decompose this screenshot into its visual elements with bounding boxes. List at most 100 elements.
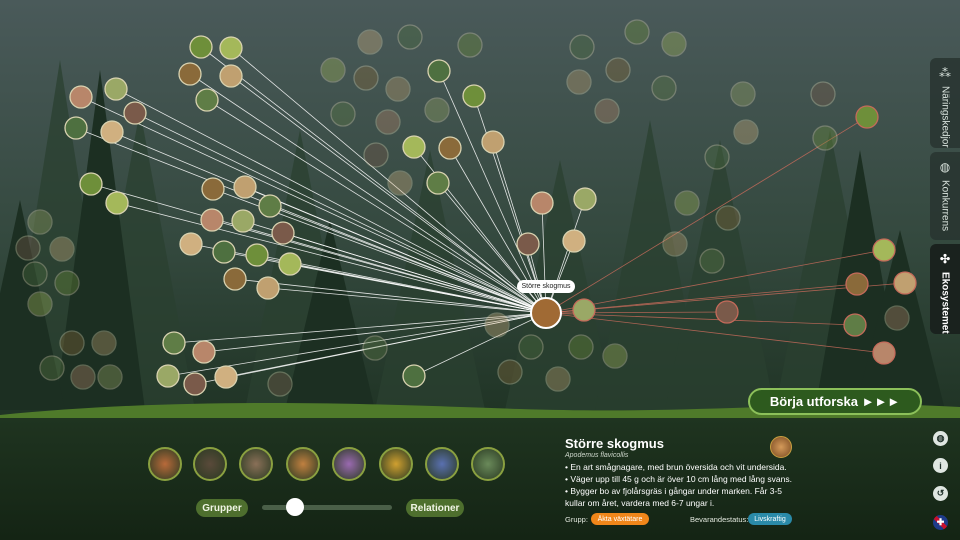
species-node[interactable]: [884, 305, 910, 331]
species-node[interactable]: [256, 276, 280, 300]
species-node[interactable]: [516, 232, 540, 256]
species-node[interactable]: [481, 130, 505, 154]
species-node[interactable]: [357, 29, 383, 55]
species-node[interactable]: [733, 119, 759, 145]
species-node[interactable]: [320, 57, 346, 83]
species-node[interactable]: [233, 175, 257, 199]
species-node[interactable]: [69, 85, 93, 109]
reset-icon[interactable]: ↺: [933, 486, 948, 501]
species-node[interactable]: [363, 142, 389, 168]
selected-species-node[interactable]: [530, 297, 562, 329]
species-node[interactable]: [183, 372, 207, 396]
species-node[interactable]: [730, 81, 756, 107]
species-node[interactable]: [27, 291, 53, 317]
species-node[interactable]: [397, 24, 423, 50]
species-node[interactable]: [662, 231, 688, 257]
species-node[interactable]: [605, 57, 631, 83]
species-node[interactable]: [178, 62, 202, 86]
species-node[interactable]: [674, 190, 700, 216]
moss-thumb[interactable]: [471, 447, 505, 481]
species-node[interactable]: [22, 261, 48, 287]
species-node[interactable]: [568, 334, 594, 360]
species-node[interactable]: [105, 191, 129, 215]
info-icon[interactable]: i: [933, 458, 948, 473]
relations-button[interactable]: Relationer: [406, 499, 464, 517]
globe-icon[interactable]: ◍: [933, 431, 948, 446]
species-node[interactable]: [70, 364, 96, 390]
species-node[interactable]: [267, 371, 293, 397]
species-node[interactable]: [704, 144, 730, 170]
species-node[interactable]: [484, 312, 510, 338]
species-node[interactable]: [258, 194, 282, 218]
species-node[interactable]: [214, 365, 238, 389]
species-node[interactable]: [375, 109, 401, 135]
tab-ekosystemet[interactable]: ✣ Ekosystemet: [930, 244, 960, 334]
species-node[interactable]: [200, 208, 224, 232]
species-node[interactable]: [212, 240, 236, 264]
species-node[interactable]: [278, 252, 302, 276]
fox-thumb[interactable]: [148, 447, 182, 481]
species-node[interactable]: [402, 364, 426, 388]
blackbird-thumb[interactable]: [193, 447, 227, 481]
species-node[interactable]: [699, 248, 725, 274]
species-node[interactable]: [893, 271, 917, 295]
species-node[interactable]: [872, 238, 896, 262]
squirrel-thumb[interactable]: [286, 447, 320, 481]
species-node[interactable]: [715, 205, 741, 231]
species-node[interactable]: [192, 340, 216, 364]
species-node[interactable]: [462, 84, 486, 108]
species-node[interactable]: [79, 172, 103, 196]
species-node[interactable]: [195, 88, 219, 112]
species-node[interactable]: [100, 120, 124, 144]
species-node[interactable]: [39, 355, 65, 381]
species-node[interactable]: [189, 35, 213, 59]
uk-flag-icon[interactable]: ✚: [933, 515, 948, 530]
species-node[interactable]: [402, 135, 426, 159]
species-node[interactable]: [245, 243, 269, 267]
species-node[interactable]: [15, 235, 41, 261]
species-node[interactable]: [624, 19, 650, 45]
slider-track[interactable]: [262, 505, 392, 510]
species-node[interactable]: [602, 343, 628, 369]
blueberry-thumb[interactable]: [425, 447, 459, 481]
species-node[interactable]: [385, 76, 411, 102]
species-node[interactable]: [812, 125, 838, 151]
species-node[interactable]: [353, 65, 379, 91]
species-node[interactable]: [271, 221, 295, 245]
species-node[interactable]: [362, 335, 388, 361]
species-node[interactable]: [661, 31, 687, 57]
species-node[interactable]: [843, 313, 867, 337]
species-node[interactable]: [27, 209, 53, 235]
species-node[interactable]: [424, 97, 450, 123]
species-node[interactable]: [872, 341, 896, 365]
species-node[interactable]: [201, 177, 225, 201]
start-exploring-button[interactable]: Börja utforska ►►►: [748, 388, 922, 415]
slider-thumb[interactable]: [286, 498, 304, 516]
species-node[interactable]: [545, 366, 571, 392]
species-node[interactable]: [438, 136, 462, 160]
species-node[interactable]: [330, 101, 356, 127]
species-node[interactable]: [91, 330, 117, 356]
species-node[interactable]: [156, 364, 180, 388]
species-node[interactable]: [855, 105, 879, 129]
species-node[interactable]: [651, 75, 677, 101]
tab-konkurrens[interactable]: ◍ Konkurrens: [930, 152, 960, 240]
species-node[interactable]: [97, 364, 123, 390]
species-node[interactable]: [426, 171, 450, 195]
species-node[interactable]: [123, 101, 147, 125]
owl-thumb[interactable]: [239, 447, 273, 481]
species-node[interactable]: [64, 116, 88, 140]
species-node[interactable]: [562, 229, 586, 253]
species-node[interactable]: [219, 36, 243, 60]
species-node[interactable]: [427, 59, 451, 83]
species-node[interactable]: [223, 267, 247, 291]
species-node[interactable]: [572, 298, 596, 322]
bee-thumb[interactable]: [332, 447, 366, 481]
species-node[interactable]: [387, 170, 413, 196]
species-node[interactable]: [231, 209, 255, 233]
species-node[interactable]: [457, 32, 483, 58]
species-node[interactable]: [179, 232, 203, 256]
species-node[interactable]: [845, 272, 869, 296]
fungus-thumb[interactable]: [379, 447, 413, 481]
